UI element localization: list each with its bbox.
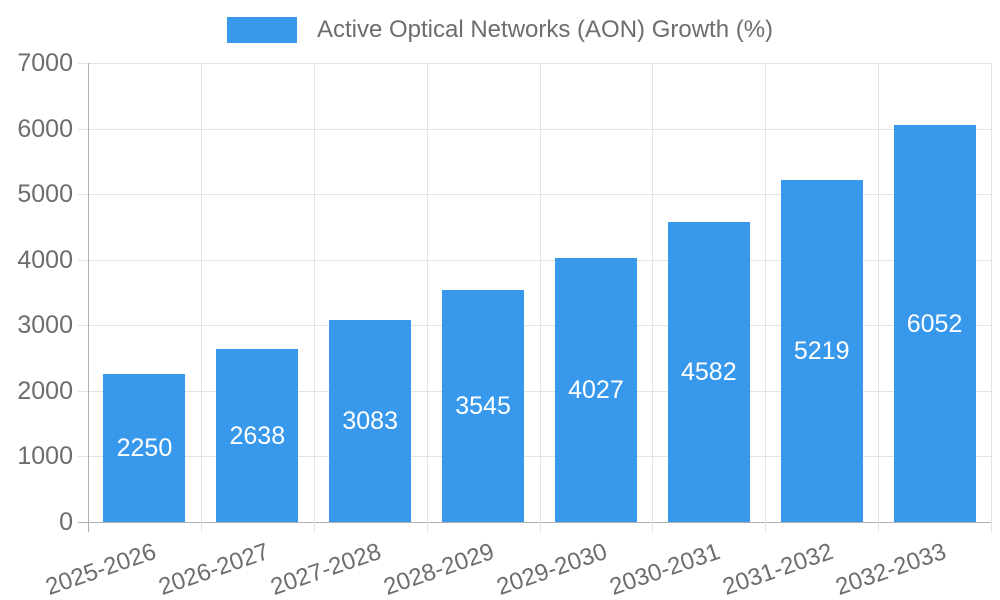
tick-mark: [765, 522, 767, 532]
tick-mark: [991, 522, 992, 532]
bar[interactable]: [780, 179, 863, 522]
tick-mark: [426, 522, 428, 532]
bar[interactable]: [667, 221, 750, 522]
gridline: [78, 63, 991, 64]
bar[interactable]: [329, 319, 412, 522]
bar[interactable]: [216, 349, 299, 522]
x-tick-label: 2030-2031: [606, 538, 724, 600]
gridline: [78, 128, 991, 130]
bar-value-label: 2250: [116, 434, 173, 463]
legend-swatch: [226, 17, 297, 43]
gridline: [991, 63, 992, 522]
y-tick-label: 4000: [17, 245, 73, 274]
bar-value-label: 4582: [681, 357, 737, 386]
y-tick-label: 0: [59, 508, 73, 536]
gridline: [426, 63, 428, 522]
bar-value-label: 3083: [342, 406, 398, 435]
tick-mark: [88, 522, 89, 532]
gridline: [78, 456, 991, 458]
bar[interactable]: [103, 374, 186, 522]
gridline: [652, 63, 654, 522]
y-tick-label: 6000: [17, 114, 73, 143]
gridline: [78, 390, 991, 392]
x-tick-label: 2032-2033: [832, 538, 950, 600]
tick-mark: [652, 522, 654, 532]
tick-mark: [200, 522, 202, 532]
tick-mark: [313, 522, 315, 532]
gridline: [200, 63, 202, 522]
x-tick-label: 2026-2027: [154, 538, 273, 600]
y-tick-label: 3000: [17, 311, 73, 340]
y-tick-label: 5000: [17, 180, 73, 209]
y-axis-line: [88, 63, 89, 522]
gridline: [878, 63, 880, 522]
x-tick-label: 2029-2030: [493, 538, 611, 600]
bar[interactable]: [893, 125, 976, 522]
gridline: [539, 63, 541, 522]
gridline: [765, 63, 767, 522]
bar-value-label: 4027: [568, 375, 624, 404]
tick-mark: [539, 522, 541, 532]
y-tick-label: 1000: [17, 442, 73, 471]
y-tick-label: 2000: [17, 376, 73, 405]
y-tick-label: 7000: [17, 49, 73, 77]
chart-legend[interactable]: Active Optical Networks (AON) Growth (%): [0, 17, 1000, 43]
bar[interactable]: [442, 289, 525, 522]
legend-label: Active Optical Networks (AON) Growth (%): [316, 16, 774, 43]
bar-value-label: 6052: [906, 309, 963, 338]
gridline: [78, 259, 991, 261]
x-tick-label: 2025-2026: [41, 538, 160, 600]
gridline: [313, 63, 315, 522]
x-tick-label: 2028-2029: [380, 538, 498, 600]
bar-value-label: 3545: [455, 391, 511, 420]
bar-value-label: 5219: [793, 336, 850, 365]
gridline: [78, 194, 991, 196]
x-axis-line: [78, 522, 991, 523]
x-tick-label: 2031-2032: [719, 538, 837, 600]
bar[interactable]: [554, 257, 637, 522]
x-tick-label: 2027-2028: [267, 538, 385, 600]
tick-mark: [878, 522, 880, 532]
gridline: [78, 325, 991, 327]
bar-value-label: 2638: [229, 421, 286, 450]
